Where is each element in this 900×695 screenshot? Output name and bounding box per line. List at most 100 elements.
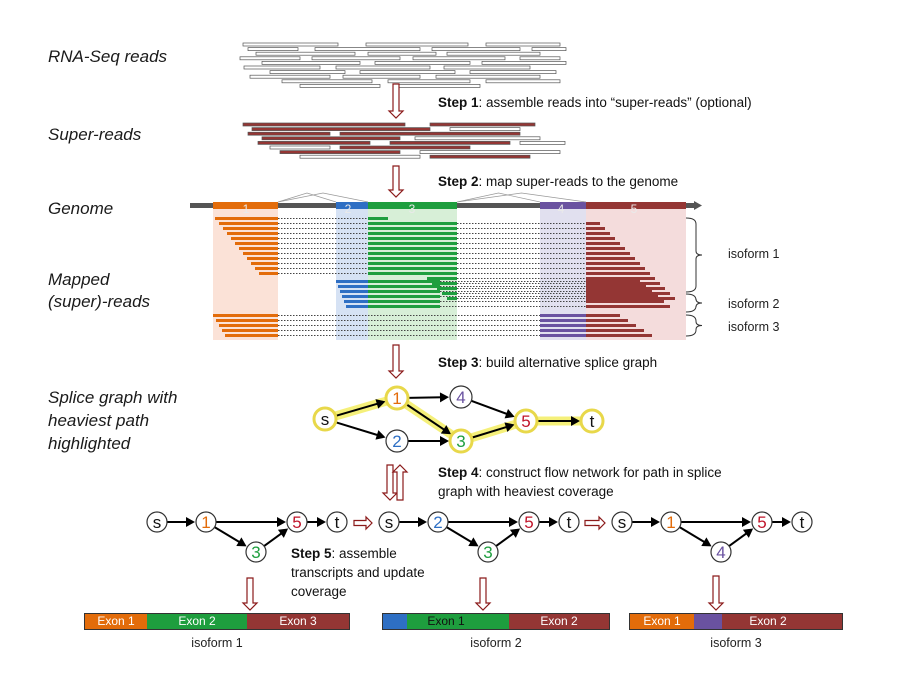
mapped-read-segment xyxy=(251,262,278,265)
flow-3-node-a-label: 1 xyxy=(666,513,675,532)
step-1-desc: : assemble reads into “super-reads” (opt… xyxy=(478,95,752,110)
super-read xyxy=(242,122,406,127)
mapped-read-segment xyxy=(368,217,388,220)
mapped-read-segment xyxy=(216,319,278,322)
isoform-2-exon-1: Exon 1 xyxy=(383,614,509,629)
mapped-read-segment xyxy=(346,305,368,308)
flow-1-node-m-label: 3 xyxy=(251,543,260,562)
mapped-read-segment xyxy=(377,227,457,230)
rna-seq-read xyxy=(431,47,521,51)
rna-seq-read xyxy=(311,56,401,61)
mapped-read-segment xyxy=(427,277,457,280)
isoform-1-exon-1: Exon 1 xyxy=(85,614,147,629)
mapped-read-segment xyxy=(586,314,620,317)
rna-seq-read xyxy=(519,56,561,61)
super-read xyxy=(429,122,536,127)
rna-seq-read xyxy=(485,42,561,47)
super-read xyxy=(261,136,401,141)
rna-seq-read xyxy=(387,79,471,84)
node-1 xyxy=(384,385,410,411)
edge-s-2 xyxy=(335,421,381,437)
rna-seq-read xyxy=(531,47,567,51)
label-mapped: Mapped xyxy=(48,270,110,289)
mapped-read-segment xyxy=(586,305,670,308)
flow-3-node-a xyxy=(660,511,682,533)
edge-2-3-head xyxy=(440,436,449,446)
flow-3-node-m-label: 4 xyxy=(716,543,725,562)
super-read xyxy=(257,141,371,145)
transition-arrow-2 xyxy=(584,515,606,531)
isoform-brace xyxy=(685,293,703,313)
step-3-desc: : build alternative splice graph xyxy=(478,355,658,370)
super-read xyxy=(247,131,331,136)
mapped-read-segment xyxy=(368,285,440,288)
genome-arrowhead xyxy=(694,201,702,210)
super-read xyxy=(449,127,521,131)
node-1-label: 1 xyxy=(392,389,401,408)
mapped-read-segment xyxy=(412,262,457,265)
rna-seq-read xyxy=(249,74,331,79)
flow-2-node-5-label: 5 xyxy=(524,513,533,532)
node-s-label: s xyxy=(321,410,330,429)
mapped-read-segment xyxy=(586,280,640,283)
flow-3-edge-up xyxy=(728,531,749,547)
mapped-read-segment xyxy=(368,305,440,308)
flow-1-edge-s-head xyxy=(186,517,195,527)
rna-seq-read xyxy=(367,51,437,56)
node-4 xyxy=(449,385,473,409)
step-5-desc: : assemble xyxy=(331,546,397,561)
super-read xyxy=(389,141,511,145)
mapped-read-segment xyxy=(223,227,278,230)
mapped-read-segment xyxy=(586,237,615,240)
mapped-read-segment xyxy=(586,262,640,265)
step-4-desc: : construct flow network for path in spl… xyxy=(478,465,722,480)
isoform-1-exon-2: Exon 2 xyxy=(147,614,247,629)
splice-junction-line xyxy=(456,192,541,203)
mapped-read-segment xyxy=(227,232,278,235)
flow-2-node-s-label: s xyxy=(385,513,394,532)
flow-3-node-m xyxy=(710,541,732,563)
flow-2-edge-t-head xyxy=(549,517,558,527)
flow-1-node-a xyxy=(195,511,217,533)
label-rnaseq-reads: RNA-Seq reads xyxy=(48,47,168,66)
rna-seq-read xyxy=(281,79,373,84)
mapped-read-segment xyxy=(586,222,600,225)
rna-seq-read xyxy=(242,42,339,47)
mapped-read-segment xyxy=(586,257,635,260)
isoform-3-exon-1: Exon 1 xyxy=(630,614,694,629)
isoform-1-bar: Exon 1 Exon 2 Exon 3 xyxy=(84,613,350,630)
super-read xyxy=(339,145,471,150)
isoform-1-exon-3: Exon 3 xyxy=(247,614,349,629)
step-4-text-line2: graph with heaviest coverage xyxy=(438,484,614,499)
mapped-read-segment xyxy=(540,319,586,322)
step-3-arrow xyxy=(387,344,405,379)
rna-seq-read xyxy=(481,61,567,65)
flow-3-edge-top-head xyxy=(742,517,751,527)
mapped-read-segment xyxy=(586,252,630,255)
super-read xyxy=(299,154,421,159)
mapped-read-segment xyxy=(437,287,457,290)
mapped-read-segment xyxy=(586,300,664,303)
rna-seq-read xyxy=(359,70,456,74)
flow-2-edge-s-head xyxy=(418,517,427,527)
mapped-read-segment xyxy=(432,282,457,285)
step-5-text-line3: coverage xyxy=(291,584,347,599)
label-highlighted: highlighted xyxy=(48,434,131,453)
step-3-text: Step 3: build alternative splice graph xyxy=(438,354,657,372)
mapped-read-segment xyxy=(586,267,645,270)
label-heaviest-path: heaviest path xyxy=(48,411,150,430)
edge-1-3-head xyxy=(440,425,452,435)
isoform-3-arrow xyxy=(707,575,725,611)
step-5-text: Step 5: assemble xyxy=(291,545,397,563)
flow-3-edge-down xyxy=(679,526,707,545)
flow-2-edge-up xyxy=(495,531,516,547)
step-4-arrow-up xyxy=(391,464,409,501)
mapped-read-segment xyxy=(368,272,457,275)
mapped-read-segment xyxy=(255,267,278,270)
mapped-read-segment xyxy=(586,277,655,280)
flow-2-node-t-label: t xyxy=(567,513,572,532)
flow-2-node-m-label: 3 xyxy=(483,543,492,562)
flow-1-node-m xyxy=(245,541,267,563)
edge-5-t-head xyxy=(571,416,580,426)
